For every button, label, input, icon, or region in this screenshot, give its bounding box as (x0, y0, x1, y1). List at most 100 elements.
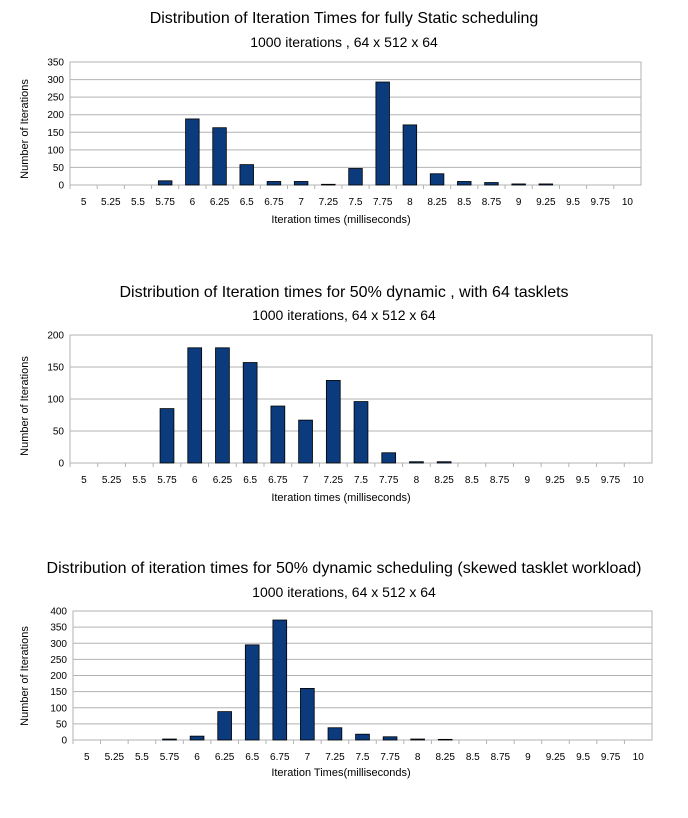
x-tick-label: 7.5 (349, 197, 363, 208)
x-tick-label: 5 (84, 752, 90, 763)
x-tick-label: 6 (194, 752, 200, 763)
y-tick-label: 200 (47, 331, 64, 342)
x-tick-label: 9 (516, 197, 522, 208)
x-tick-label: 8.5 (466, 752, 480, 763)
bar (157, 180, 173, 186)
bar (187, 347, 203, 464)
bar (298, 419, 313, 464)
x-tick-label: 9 (525, 752, 531, 763)
chart-plot: 0 50 100 150 200 250 300 350 5 5.25 5.5 5.75 6 6.25 6.… (47, 58, 642, 208)
bar (215, 347, 230, 464)
y-tick-label: 100 (47, 145, 64, 156)
x-tick-label: 9 (525, 475, 531, 486)
x-tick-label: 8.25 (435, 752, 455, 763)
x-tick-label: 6.25 (213, 475, 233, 486)
x-tick-label: 10 (622, 197, 634, 208)
x-tick-label: 8.75 (491, 752, 511, 763)
y-tick-label: 300 (47, 75, 64, 86)
x-tick-label: 5.75 (155, 197, 175, 208)
x-tick-label: 6.75 (270, 752, 290, 763)
y-tick-label: 150 (47, 363, 64, 374)
bar (538, 183, 554, 186)
x-tick-label: 9.75 (601, 752, 621, 763)
y-tick-label: 350 (50, 623, 67, 634)
chart-plot: 0 50 100 150 200 250 300 350 400 5 5.25 5.5 5.75 6 6.2… (50, 607, 653, 763)
x-tick-label: 5.75 (157, 475, 177, 486)
x-tick-label: 6.5 (240, 197, 254, 208)
y-tick-label: 50 (53, 163, 65, 174)
x-tick-label: 9.25 (545, 475, 565, 486)
y-tick-label: 250 (50, 655, 67, 666)
x-axis-label: Iteration times (milliseconds) (271, 492, 411, 504)
x-tick-label: 8.75 (490, 475, 510, 486)
bar (242, 362, 258, 464)
bar (327, 727, 343, 741)
x-tick-label: 7 (303, 475, 309, 486)
x-tick-label: 7.25 (324, 475, 344, 486)
x-axis-label: Iteration times (milliseconds) (271, 214, 411, 226)
x-tick-label: 8.25 (434, 475, 454, 486)
bar (300, 688, 315, 741)
bar (162, 738, 177, 741)
x-tick-label: 9.75 (601, 475, 621, 486)
y-tick-label: 100 (50, 703, 67, 714)
x-tick-label: 7.25 (319, 197, 339, 208)
x-tick-label: 9.5 (576, 475, 590, 486)
x-tick-label: 5.5 (135, 752, 149, 763)
x-tick-label: 7.5 (354, 475, 368, 486)
y-tick-label: 300 (50, 639, 67, 650)
bar (511, 183, 526, 186)
x-tick-label: 5 (81, 197, 87, 208)
x-tick-label: 7.25 (325, 752, 345, 763)
x-tick-label: 8.25 (427, 197, 447, 208)
x-tick-label: 9.25 (536, 197, 556, 208)
x-tick-label: 8 (407, 197, 413, 208)
bar (189, 735, 205, 741)
y-tick-label: 250 (47, 93, 64, 104)
x-tick-label: 5 (81, 475, 87, 486)
x-tick-label: 6.75 (264, 197, 284, 208)
x-tick-label: 9.25 (546, 752, 566, 763)
y-tick-label: 100 (47, 395, 64, 406)
bar (484, 182, 499, 186)
x-tick-label: 6 (190, 197, 196, 208)
bar (437, 738, 453, 741)
bar (272, 619, 288, 741)
x-tick-label: 6.5 (243, 475, 257, 486)
x-tick-label: 9.5 (566, 197, 580, 208)
x-tick-label: 8.75 (482, 197, 502, 208)
y-tick-label: 150 (47, 128, 64, 139)
chart-title: Distribution of iteration times for 50% … (46, 560, 642, 577)
x-tick-label: 6.25 (210, 197, 230, 208)
x-tick-label: 9.75 (590, 197, 610, 208)
y-tick-label: 150 (50, 687, 67, 698)
x-tick-label: 5.25 (105, 752, 125, 763)
x-tick-label: 8 (415, 752, 421, 763)
chart-subtitle: 1000 iterations, 64 x 512 x 64 (252, 584, 436, 600)
bar (217, 711, 232, 741)
chart-subtitle: 1000 iterations , 64 x 512 x 64 (250, 34, 438, 50)
bar (325, 380, 341, 464)
x-tick-label: 7.5 (356, 752, 370, 763)
x-tick-label: 7 (305, 752, 311, 763)
x-tick-label: 6.75 (268, 475, 288, 486)
x-tick-label: 6.25 (215, 752, 235, 763)
bar (348, 168, 363, 186)
x-tick-label: 7 (298, 197, 304, 208)
x-tick-label: 7.75 (373, 197, 393, 208)
bar (375, 81, 390, 186)
bar (239, 164, 254, 186)
bar (409, 461, 424, 464)
chart-subtitle: 1000 iterations, 64 x 512 x 64 (252, 307, 436, 323)
bar (244, 644, 260, 741)
bar (270, 405, 286, 464)
x-tick-label: 5.5 (131, 197, 145, 208)
bar (381, 452, 397, 464)
x-tick-label: 5.75 (160, 752, 180, 763)
x-tick-label: 5.25 (102, 475, 122, 486)
x-tick-label: 7.75 (380, 752, 400, 763)
bar (429, 173, 445, 186)
chart-plot: 0 50 100 150 200 5 5.25 5.5 5.75 6 6.25 6.5 6.75 7 7.2… (47, 331, 653, 486)
bar (353, 401, 369, 464)
y-tick-label: 0 (58, 181, 64, 192)
